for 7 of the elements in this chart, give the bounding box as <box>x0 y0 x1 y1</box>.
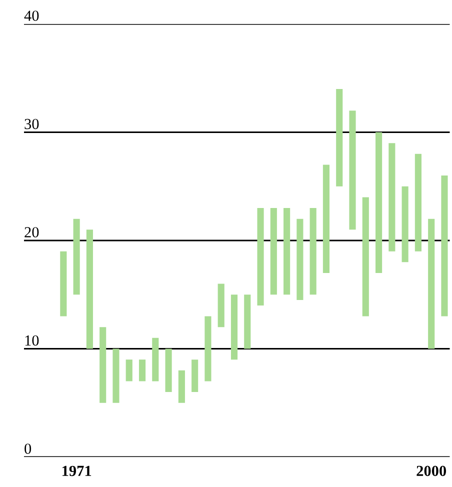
x-tick-label: 2000 <box>416 466 446 476</box>
y-tick-label: 0 <box>24 444 32 454</box>
y-tick-label: 40 <box>24 10 39 21</box>
y-tick-label: 20 <box>24 227 39 238</box>
x-tick-label: 1971 <box>62 466 92 476</box>
y-tick-label: 10 <box>25 335 39 346</box>
y-tick-label: 30 <box>24 118 39 130</box>
